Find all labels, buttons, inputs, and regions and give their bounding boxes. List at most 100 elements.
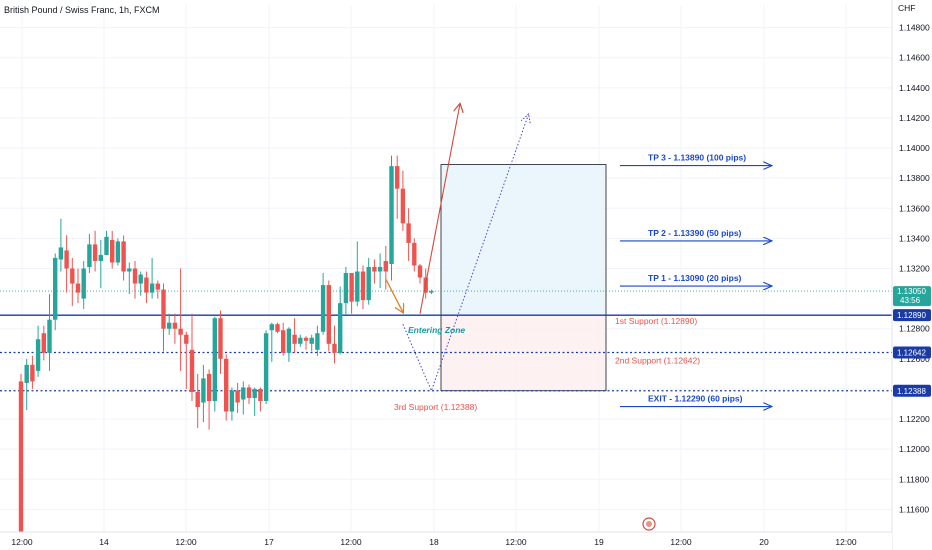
candle-body	[35, 339, 41, 371]
chart-title: British Pound / Swiss Franc, 1h, FXCM	[4, 5, 160, 15]
target-zone-fill	[441, 164, 606, 316]
x-tick-label: 12:00	[835, 537, 857, 547]
candle-body	[258, 388, 263, 402]
entering-zone-label: Entering Zone	[408, 325, 465, 335]
candle-body	[400, 188, 406, 224]
y-tick-label: 1.13400	[899, 233, 930, 243]
level-tag-text: 1.12642	[897, 349, 926, 358]
candle-body	[326, 285, 331, 344]
y-tick-label: 1.11800	[899, 474, 929, 484]
y-tick-label: 1.11600	[899, 504, 929, 514]
candle-body	[263, 333, 269, 402]
candle-body	[406, 223, 411, 243]
candle-body	[298, 337, 303, 344]
candle-body	[167, 322, 172, 329]
candle-body	[229, 390, 235, 412]
candle-body	[252, 388, 257, 398]
x-tick-label: 19	[594, 537, 604, 547]
candle-body	[360, 271, 366, 301]
target-label: EXIT - 1.12290 (60 pips)	[648, 394, 743, 404]
candle-body	[110, 239, 115, 263]
x-tick-label: 20	[759, 537, 769, 547]
candle-body	[303, 337, 309, 341]
candle-body	[315, 333, 320, 350]
candle-body	[104, 236, 109, 255]
time-axis-bg	[0, 532, 892, 550]
candle-body	[292, 334, 297, 344]
x-tick-label: 18	[429, 537, 439, 547]
x-tick-label: 17	[264, 537, 274, 547]
level-tag-3	[893, 384, 931, 397]
candle-body	[195, 391, 200, 408]
level-tag-1	[893, 309, 931, 322]
candle-body	[377, 266, 383, 272]
candle-body	[269, 324, 274, 331]
candle-body	[189, 349, 195, 392]
y-tick-label: 1.12800	[899, 324, 930, 334]
candle-body	[320, 285, 326, 332]
y-tick-label: 1.14800	[899, 23, 930, 33]
candle-body	[355, 271, 360, 302]
candle-body	[98, 254, 103, 261]
candle-body	[246, 387, 252, 398]
candle-body	[115, 241, 121, 263]
x-tick-label: 12:00	[670, 537, 692, 547]
support-label-2: 2nd Support (1.12642)	[615, 356, 700, 366]
candle-body	[286, 328, 292, 353]
candle-body	[343, 273, 349, 304]
y-tick-label: 1.12200	[899, 414, 930, 424]
candle-body	[332, 343, 337, 353]
candle-body	[212, 318, 217, 402]
candles	[18, 155, 434, 532]
level-tag-2	[893, 346, 931, 359]
x-tick-label: 12:00	[11, 537, 33, 547]
candle-body	[383, 260, 388, 272]
candle-body	[201, 378, 206, 403]
candle-body	[81, 268, 86, 299]
support-label-1: 1st Support (1.12890)	[615, 316, 697, 326]
candle-body	[366, 266, 371, 301]
entering-zone-box: Entering Zone	[408, 164, 607, 392]
candle-body	[70, 268, 75, 284]
candle-body	[92, 244, 98, 261]
candle-body	[372, 266, 377, 272]
candle-body	[18, 381, 24, 532]
target-labels: TP 3 - 1.13890 (100 pips) TP 2 - 1.13390 …	[620, 153, 772, 407]
target-label: TP 3 - 1.13890 (100 pips)	[648, 153, 746, 163]
candle-body	[47, 319, 52, 353]
entry-arrow	[385, 278, 403, 312]
y-tick-label: 1.12000	[899, 444, 930, 454]
y-tick-label: 1.13800	[899, 173, 930, 183]
price-axis-bg	[892, 0, 932, 550]
last-price-tag	[893, 286, 931, 307]
y-tick-label: 1.14000	[899, 143, 930, 153]
candle-body	[127, 268, 132, 272]
candle-body	[172, 322, 178, 329]
candle-body	[429, 291, 434, 293]
countdown-timer: 43:56	[900, 296, 921, 305]
candle-body	[138, 274, 143, 284]
candle-body	[389, 166, 394, 264]
candle-body	[161, 289, 166, 329]
currency-label: CHF	[898, 3, 915, 13]
y-tick-label: 1.14600	[899, 53, 930, 63]
candle-body	[395, 166, 400, 189]
candle-body	[41, 333, 46, 353]
bullish-arrow	[419, 104, 460, 314]
candle-body	[412, 242, 417, 266]
level-tag-text: 1.12388	[897, 387, 926, 396]
candle-body	[87, 244, 92, 267]
support-label-3: 3rd Support (1.12388)	[394, 402, 477, 412]
candle-body	[281, 330, 286, 353]
candle-body	[121, 241, 126, 272]
x-tick-label: 12:00	[175, 537, 197, 547]
candle-body	[58, 247, 64, 260]
candle-body	[75, 283, 81, 293]
x-tick-label: 12:00	[340, 537, 362, 547]
dotted-scenario-path	[402, 115, 528, 393]
candle-body	[149, 283, 155, 293]
scenario-paths	[385, 104, 529, 393]
time-axis[interactable]: 12:00 14 12:00 17 12:00 18 12:00 19 12:00 20 12:00	[11, 537, 857, 547]
